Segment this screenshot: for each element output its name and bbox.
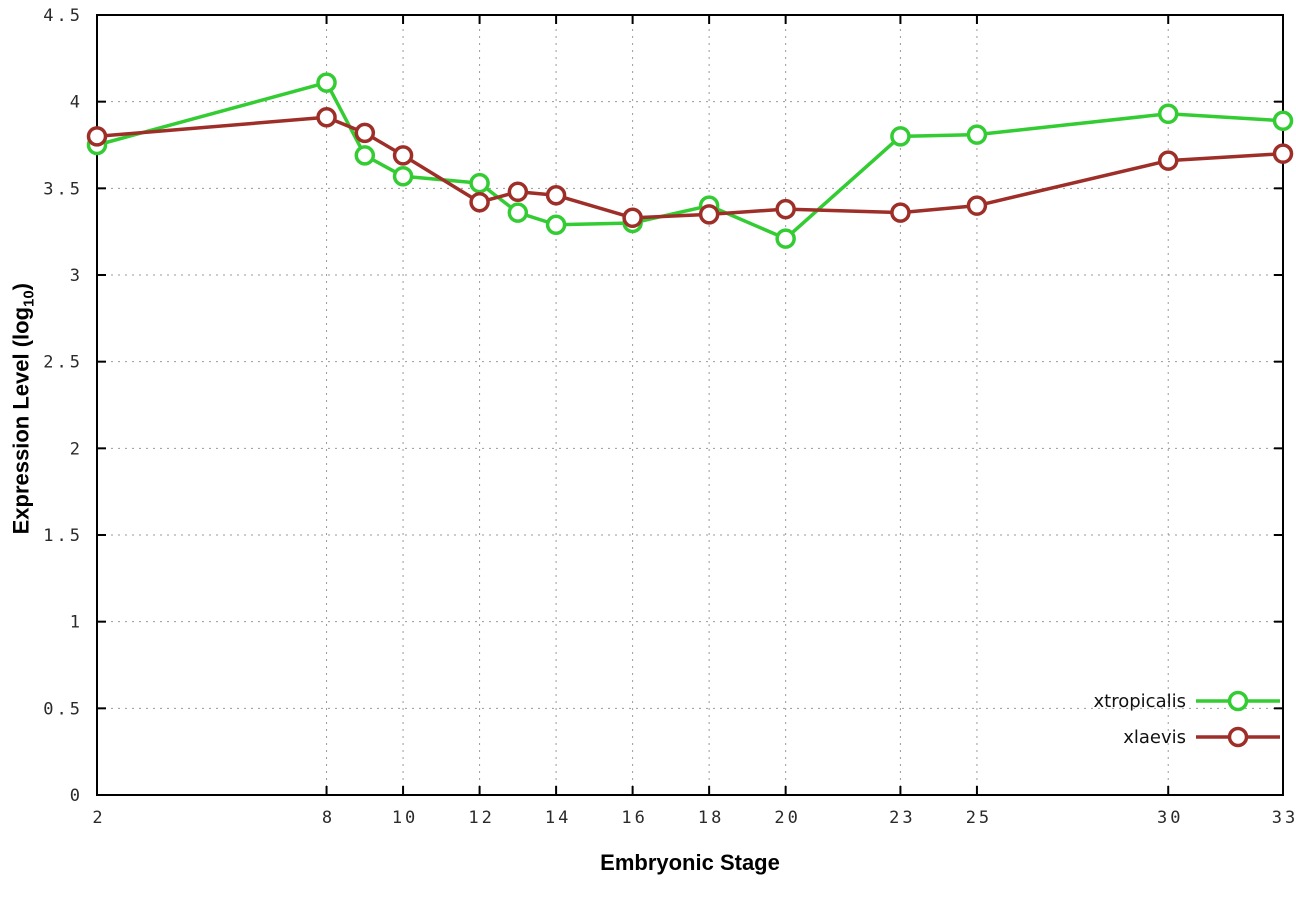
marker-xlaevis (698, 204, 720, 225)
x-tick-label: 33 (1272, 808, 1296, 828)
x-tick-label: 12 (468, 808, 494, 828)
x-tick-label: 14 (545, 808, 571, 828)
x-tick-label: 20 (774, 808, 800, 828)
y-tick-label: 2 (70, 439, 83, 459)
y-tick-label: 2.5 (43, 353, 83, 373)
y-axis-label-subscript: 10 (20, 290, 38, 307)
marker-xlaevis (86, 126, 108, 147)
marker-xtropicalis (1272, 110, 1294, 131)
x-tick-label: 16 (621, 808, 647, 828)
marker-xlaevis (316, 107, 337, 128)
y-axis-label: Expression Level (log10) (8, 174, 37, 644)
y-tick-label: 3.5 (43, 179, 83, 199)
marker-xtropicalis (545, 214, 567, 235)
marker-xlaevis (1157, 150, 1179, 171)
legend-label-xlaevis: xlaevis (1123, 727, 1186, 748)
marker-xtropicalis (316, 72, 337, 93)
y-tick-label: 0 (70, 786, 83, 806)
y-tick-label: 0.5 (43, 699, 83, 719)
marker-xlaevis (1272, 143, 1294, 164)
y-axis-label-main: Expression Level (log (8, 306, 34, 535)
marker-xlaevis (890, 202, 911, 223)
x-tick-label: 30 (1157, 808, 1183, 828)
marker-xtropicalis (1157, 103, 1179, 125)
x-axis-label: Embryonic Stage (600, 850, 780, 875)
marker-xtropicalis (775, 228, 796, 249)
marker-xlaevis (545, 185, 567, 206)
marker-xtropicalis (966, 124, 988, 145)
marker-xlaevis (469, 191, 490, 213)
marker-xlaevis (775, 198, 796, 220)
marker-xlaevis (622, 207, 643, 229)
marker-xtropicalis (507, 202, 529, 223)
y-tick-label: 1.5 (43, 526, 83, 546)
marker-xtropicalis (392, 165, 414, 187)
marker-xlaevis (354, 122, 376, 144)
marker-xlaevis (507, 181, 529, 203)
series-line-xlaevis (95, 115, 1285, 220)
marker-xlaevis (392, 145, 414, 166)
x-tick-label: 10 (392, 808, 418, 828)
marker-xtropicalis (354, 145, 376, 166)
y-tick-label: 4.5 (43, 6, 83, 26)
x-tick-label: 8 (322, 808, 335, 828)
x-tick-label: 2 (92, 808, 105, 828)
legend-marker-xlaevis (1227, 726, 1249, 748)
plot-border (96, 14, 1284, 796)
x-tick-label: 18 (698, 808, 724, 828)
legend-label-xtropicalis: xtropicalis (1094, 691, 1186, 712)
legend-marker-xtropicalis (1227, 690, 1249, 712)
x-tick-label: 23 (889, 808, 915, 828)
marker-xtropicalis (890, 126, 911, 147)
y-tick-label: 1 (70, 613, 83, 633)
y-axis-label-close: ) (8, 283, 34, 291)
y-tick-label: 3 (70, 266, 83, 286)
x-tick-label: 25 (966, 808, 992, 828)
marker-xlaevis (966, 195, 988, 216)
y-tick-label: 4 (70, 93, 83, 113)
marker-xtropicalis (469, 172, 490, 194)
